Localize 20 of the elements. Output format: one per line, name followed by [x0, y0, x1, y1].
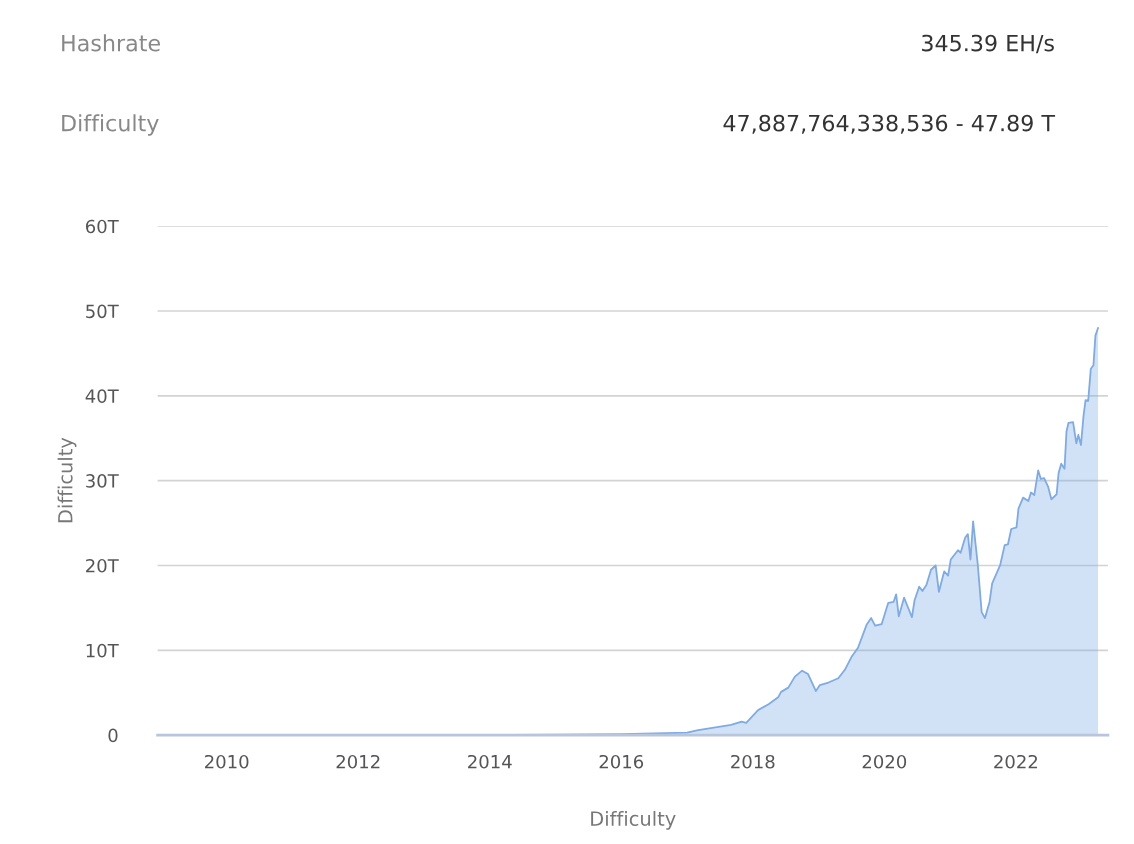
x-tick-label: 2020	[862, 754, 907, 769]
y-tick-label: 40T	[85, 389, 119, 403]
text: Hashrate	[62, 34, 160, 52]
y-tick-label: 30T	[86, 474, 119, 488]
y-tick-label: 10T	[86, 643, 119, 658]
y-tick-label: 20T	[86, 558, 119, 573]
y-axis-title: Difficulty	[57, 437, 77, 523]
x-tick-label: 2014	[468, 754, 512, 769]
x-axis-title: Difficulty	[591, 810, 676, 830]
y-tick-label: 50T	[86, 304, 119, 319]
x-tick-label: 2012	[336, 754, 380, 769]
x-tick-label: 2016	[599, 754, 644, 769]
text: Difficulty	[62, 114, 159, 136]
text: 345.39 EH/s	[922, 34, 1054, 54]
x-tick-label: 2018	[731, 754, 775, 769]
y-tick-label: 0	[108, 728, 118, 743]
text: 47,887,764,338,536 - 47.89 T	[723, 114, 1056, 134]
y-tick-label: 60T	[85, 219, 119, 234]
x-tick-label: 2022	[994, 754, 1038, 769]
x-tick-label: 2010	[205, 754, 249, 769]
